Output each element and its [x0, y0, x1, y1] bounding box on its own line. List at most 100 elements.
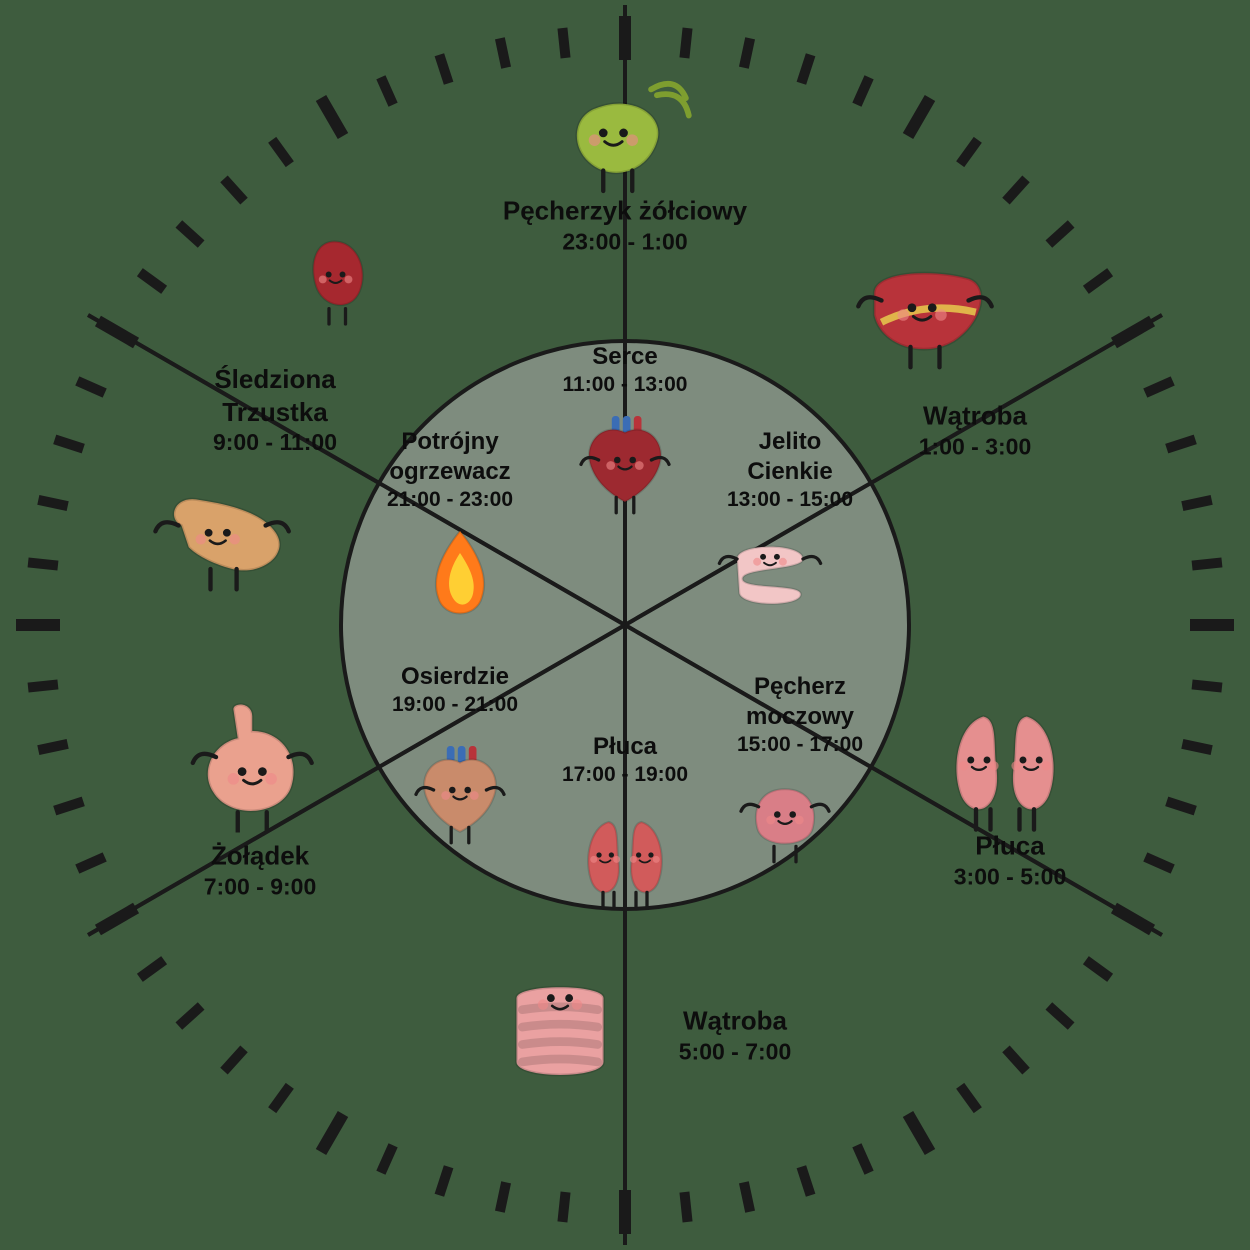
tick [902, 95, 934, 139]
tick [137, 956, 167, 982]
bladder-icon [730, 765, 840, 875]
tick [137, 268, 167, 294]
organ-clock-diagram: Pęcherzyk żółciowy23:00 - 1:00Wątroba1:0… [0, 0, 1250, 1250]
organ-name: Pęcherzyk żółciowy [503, 194, 747, 227]
tick [53, 796, 85, 815]
tick [1045, 220, 1074, 248]
tick [176, 220, 205, 248]
tick [16, 619, 60, 631]
heart-icon [570, 405, 680, 515]
organ-name: Pęcherz moczowy [737, 672, 863, 732]
organ-time: 1:00 - 3:00 [919, 432, 1032, 461]
tick [557, 28, 570, 59]
tick [1083, 268, 1113, 294]
tick [376, 75, 397, 106]
tick [796, 53, 815, 85]
organ-time: 9:00 - 11:00 [213, 428, 337, 457]
tick [956, 1083, 982, 1113]
organ-name: Wątroba [679, 1004, 792, 1037]
tick [739, 37, 755, 68]
spoke [623, 625, 627, 1245]
organ-name: Płuca [954, 829, 1067, 862]
tick [95, 902, 139, 934]
organ-name: Serce [563, 342, 688, 372]
tick [852, 1144, 873, 1175]
tick [75, 852, 106, 873]
tick [557, 1191, 570, 1222]
tick [1181, 495, 1212, 511]
organ-time: 13:00 - 15:00 [727, 487, 853, 513]
label-gallbladder: Pęcherzyk żółciowy23:00 - 1:00 [503, 194, 747, 255]
organ-name: Wątroba [919, 399, 1032, 432]
organ-time: 11:00 - 13:00 [563, 372, 688, 398]
heart2-icon [405, 735, 515, 845]
label-smallintestine: Jelito Cienkie13:00 - 15:00 [727, 427, 853, 513]
organ-name: Płuca [562, 732, 688, 762]
lungs-icon [933, 688, 1078, 833]
organ-time: 15:00 - 17:00 [737, 732, 863, 758]
tick [220, 1045, 248, 1074]
tick [1166, 796, 1198, 815]
label-lungs-outer: Płuca3:00 - 5:00 [954, 829, 1067, 890]
tick [1190, 619, 1234, 631]
pancreas-icon [153, 468, 298, 613]
spleen-icon [285, 225, 395, 335]
tick [902, 1111, 934, 1155]
label-pericardium: Osierdzie19:00 - 21:00 [392, 662, 518, 718]
tick [495, 1181, 511, 1212]
tick [268, 137, 294, 167]
tick [1111, 902, 1155, 934]
label-liver: Wątroba1:00 - 3:00 [919, 399, 1032, 460]
tick [739, 1181, 755, 1212]
tick [680, 1191, 693, 1222]
label-spleen: Śledziona Trzustka9:00 - 11:00 [213, 363, 337, 457]
gallbladder-icon [553, 58, 698, 203]
tick [75, 376, 106, 397]
tick [1181, 739, 1212, 755]
label-heart: Serce11:00 - 13:00 [563, 342, 688, 398]
organ-name: Żołądek [204, 839, 317, 872]
tick [1083, 956, 1113, 982]
fire-icon [405, 520, 515, 630]
tick [1144, 376, 1175, 397]
tick [220, 176, 248, 205]
tick [435, 53, 454, 85]
tick [1111, 315, 1155, 347]
kidneys-icon [570, 800, 680, 910]
tick [1166, 435, 1198, 454]
organ-time: 19:00 - 21:00 [392, 692, 518, 718]
tick [37, 739, 68, 755]
tick [37, 495, 68, 511]
tick [315, 1111, 347, 1155]
organ-time: 23:00 - 1:00 [503, 227, 747, 256]
liver-icon [853, 243, 998, 388]
smallintestine-icon [715, 515, 825, 625]
tick [956, 137, 982, 167]
tick [53, 435, 85, 454]
organ-name: Śledziona Trzustka [213, 363, 337, 428]
tick [1191, 557, 1222, 570]
label-lungs-inner: Płuca17:00 - 19:00 [562, 732, 688, 788]
tick [95, 315, 139, 347]
organ-time: 7:00 - 9:00 [204, 872, 317, 901]
tick [1003, 176, 1031, 205]
organ-name: Osierdzie [392, 662, 518, 692]
tick [680, 28, 693, 59]
tick [268, 1083, 294, 1113]
organ-time: 21:00 - 23:00 [387, 487, 513, 513]
organ-time: 5:00 - 7:00 [679, 1037, 792, 1066]
tick [1003, 1045, 1031, 1074]
organ-name: Potrójny ogrzewacz [387, 427, 513, 487]
label-stomach: Żołądek7:00 - 9:00 [204, 839, 317, 900]
tick [619, 1190, 631, 1234]
tick [176, 1003, 205, 1031]
tick [28, 557, 59, 570]
largeintestine-icon [488, 958, 633, 1103]
stomach-icon [173, 688, 318, 833]
organ-name: Jelito Cienkie [727, 427, 853, 487]
tick [28, 680, 59, 693]
tick [1144, 852, 1175, 873]
organ-time: 17:00 - 19:00 [562, 762, 688, 788]
tick [495, 37, 511, 68]
organ-time: 3:00 - 5:00 [954, 862, 1067, 891]
